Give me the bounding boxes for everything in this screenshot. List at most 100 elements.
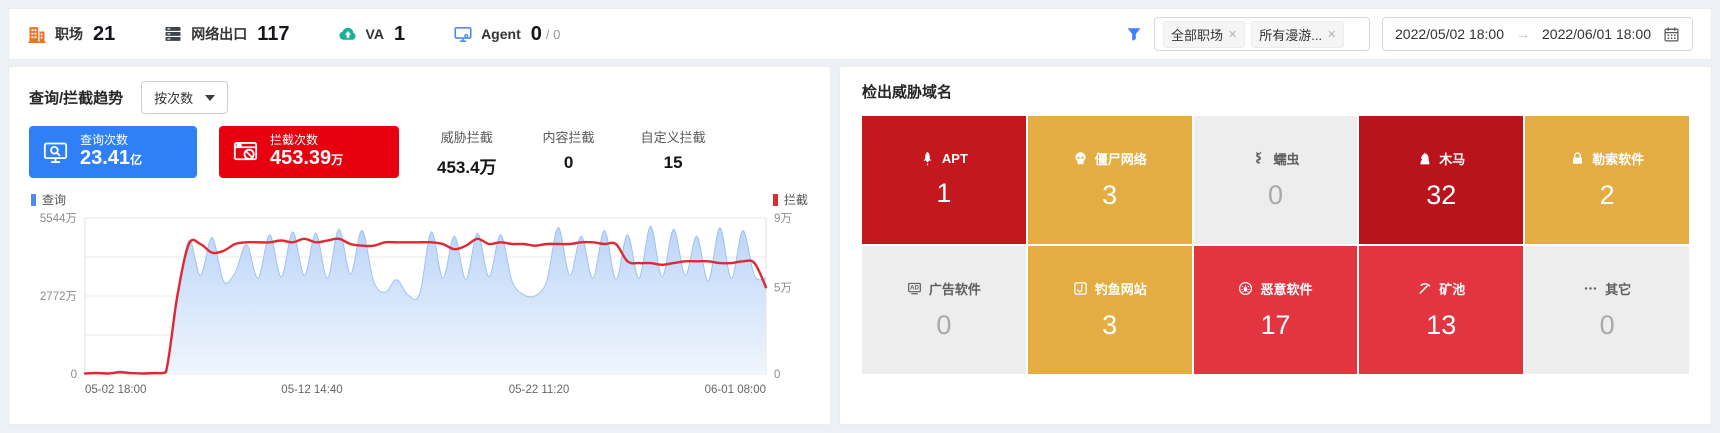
stat-label: 威胁拦截 xyxy=(440,129,493,145)
rocket-icon xyxy=(920,151,935,166)
filter-tag-label: 所有漫游... xyxy=(1259,27,1323,43)
threat-tile-phishing[interactable]: 钓鱼网站 3 xyxy=(1027,246,1192,374)
stat-value: 0 xyxy=(563,152,574,172)
svg-text:06-01 08:00: 06-01 08:00 xyxy=(705,384,766,396)
svg-text:2772万: 2772万 xyxy=(40,291,77,303)
query-block-trend-panel: 查询/拦截趋势 按次数 查询次数 23.41亿 xyxy=(8,66,831,425)
date-start: 2022/05/02 18:00 xyxy=(1395,26,1504,42)
threat-tile-value: 3 xyxy=(1102,180,1118,210)
threat-tile-trojan[interactable]: 木马 32 xyxy=(1359,116,1524,244)
stat-label: 内容拦截 xyxy=(542,129,595,145)
threat-tile-worm[interactable]: 蠕虫 0 xyxy=(1193,116,1358,244)
card-value: 23.41 xyxy=(80,147,131,169)
filter-icon[interactable] xyxy=(1126,26,1142,42)
threat-tile-malware[interactable]: 恶意软件 17 xyxy=(1193,246,1358,374)
calendar-icon[interactable] xyxy=(1663,26,1680,43)
metric-label: Agent xyxy=(481,26,521,42)
svg-text:5544万: 5544万 xyxy=(40,213,77,225)
malware-bug-icon xyxy=(1238,281,1253,296)
threat-tile-value: 0 xyxy=(936,310,952,340)
legend-query-label: 查询 xyxy=(42,193,67,207)
detected-threat-domains-panel: 检出威胁域名 APT 1 僵尸网络 3 蠕虫 xyxy=(839,66,1712,425)
block-count-card[interactable]: 拦截次数 453.39万 xyxy=(219,126,399,178)
metric-suffix: / 0 xyxy=(545,26,561,42)
threat-tile-label: 矿池 xyxy=(1439,282,1466,297)
metric-value: 0 xyxy=(530,22,542,45)
metric-value: 117 xyxy=(257,22,290,45)
metric-network-exit: 网络出口 117 xyxy=(163,22,290,46)
threat-tile-value: 13 xyxy=(1426,310,1457,340)
date-end: 2022/06/01 18:00 xyxy=(1542,26,1651,42)
metric-va: VA 1 xyxy=(338,22,406,46)
metric-label: 职场 xyxy=(55,26,83,42)
filter-tags-input[interactable]: 全部职场 ✕ 所有漫游... ✕ xyxy=(1154,17,1370,51)
threat-tile-value: 17 xyxy=(1260,310,1291,340)
trend-chart: 5544万 2772万 0 9万 5万 0 05-02 18:00 05-12 14:40 05… xyxy=(40,213,792,396)
threat-panel-title: 检出威胁域名 xyxy=(862,84,953,101)
browser-block-icon xyxy=(232,139,259,166)
metric-label: VA xyxy=(365,26,384,42)
metric-agent: Agent 0 / 0 xyxy=(453,23,560,46)
svg-text:05-12 14:40: 05-12 14:40 xyxy=(281,384,342,396)
threat-tile-label: APT xyxy=(941,151,968,166)
threat-tile-botnet[interactable]: 僵尸网络 3 xyxy=(1027,116,1192,244)
monitor-eye-icon xyxy=(453,24,473,44)
legend-block: 拦截 xyxy=(772,191,808,208)
chevron-down-icon xyxy=(205,94,216,101)
legend-query: 查询 xyxy=(31,191,66,208)
server-stack-icon xyxy=(163,24,183,44)
card-label: 查询次数 xyxy=(80,133,129,147)
ellipsis-icon xyxy=(1583,281,1598,296)
block-breakdown-stats: 威胁拦截 453.4万 内容拦截 0 自定义拦截 15 xyxy=(437,127,706,178)
trend-panel-title: 查询/拦截趋势 xyxy=(29,90,124,107)
cloud-upload-icon xyxy=(338,24,358,44)
threat-tile-label: 恶意软件 xyxy=(1260,282,1313,297)
card-label: 拦截次数 xyxy=(270,133,319,147)
worm-icon xyxy=(1251,151,1266,166)
card-unit: 亿 xyxy=(130,153,143,167)
pickaxe-icon xyxy=(1417,281,1432,296)
stat-threat-block: 威胁拦截 453.4万 xyxy=(437,127,497,178)
threat-tile-apt[interactable]: APT 1 xyxy=(862,116,1026,244)
phishing-hook-icon xyxy=(1073,281,1088,296)
threat-tile-ransomware[interactable]: 勒索软件 2 xyxy=(1525,116,1689,244)
stat-value: 15 xyxy=(663,152,683,172)
metric-value: 1 xyxy=(393,22,406,45)
stat-value: 453.4万 xyxy=(437,157,497,177)
metric-workplace: 职场 21 xyxy=(27,23,115,46)
threat-tiles-grid: APT 1 僵尸网络 3 蠕虫 0 xyxy=(862,116,1689,374)
query-count-card[interactable]: 查询次数 23.41亿 xyxy=(29,126,197,178)
stat-custom-block: 自定义拦截 15 xyxy=(641,127,706,178)
filter-tag[interactable]: 所有漫游... ✕ xyxy=(1251,20,1345,48)
svg-text:5万: 5万 xyxy=(774,282,792,294)
stat-content-block: 内容拦截 0 xyxy=(543,127,595,178)
building-icon xyxy=(27,24,47,44)
threat-tile-adware[interactable]: AD 广告软件 0 xyxy=(862,246,1026,374)
threat-tile-mining-pool[interactable]: 矿池 13 xyxy=(1359,246,1524,374)
legend-block-label: 拦截 xyxy=(783,193,808,207)
svg-text:05-02 18:00: 05-02 18:00 xyxy=(85,384,146,396)
ad-badge-icon: AD xyxy=(907,281,922,296)
metric-value: 21 xyxy=(93,22,116,45)
remove-tag-icon[interactable]: ✕ xyxy=(1228,28,1238,41)
threat-tile-value: 2 xyxy=(1599,180,1615,210)
threat-tile-value: 0 xyxy=(1599,310,1615,340)
filter-tag[interactable]: 全部职场 ✕ xyxy=(1163,20,1246,48)
remove-tag-icon[interactable]: ✕ xyxy=(1327,28,1337,41)
svg-text:0: 0 xyxy=(71,369,77,381)
threat-tile-value: 32 xyxy=(1426,180,1457,210)
chart-legends: 查询 拦截 xyxy=(29,191,810,208)
ransom-lock-icon xyxy=(1570,151,1585,166)
date-range-picker[interactable]: 2022/05/02 18:00 → 2022/06/01 18:00 xyxy=(1382,17,1693,51)
threat-tile-other[interactable]: 其它 0 xyxy=(1525,246,1689,374)
metric-label: 网络出口 xyxy=(191,26,248,42)
threat-tile-label: 木马 xyxy=(1439,152,1466,167)
threat-tile-label: 其它 xyxy=(1605,282,1632,297)
threat-tile-label: 勒索软件 xyxy=(1592,152,1645,167)
stat-label: 自定义拦截 xyxy=(640,129,706,145)
card-value: 453.39 xyxy=(270,147,332,169)
trend-mode-select[interactable]: 按次数 xyxy=(141,81,229,114)
legend-query-swatch xyxy=(31,193,36,206)
trend-mode-value: 按次数 xyxy=(154,91,194,106)
topbar-filter-area: 全部职场 ✕ 所有漫游... ✕ 2022/05/02 18:00 → 2022… xyxy=(1126,17,1693,51)
